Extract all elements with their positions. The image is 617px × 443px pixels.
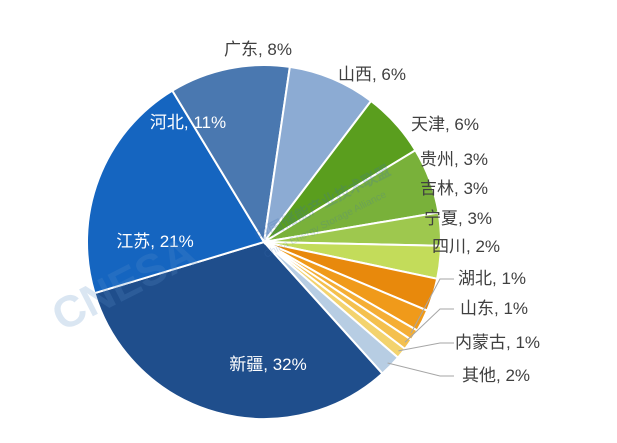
pie-slice-1	[93, 240, 384, 421]
leader-line-14	[387, 362, 454, 377]
slice-label-9: 宁夏, 3%	[424, 209, 492, 228]
slice-label-5: 山西, 6%	[338, 65, 406, 84]
pie-slice-4	[263, 65, 373, 243]
pie-slice-3	[170, 64, 291, 245]
pie-slice-14	[263, 241, 400, 375]
leader-line-13	[398, 342, 454, 352]
slice-label-4: 广东, 8%	[224, 40, 292, 59]
slice-label-7: 贵州, 3%	[420, 150, 488, 169]
slice-label-6: 天津, 6%	[411, 115, 479, 134]
slice-label-1: 新疆, 32%	[229, 355, 306, 374]
leader-line-12	[404, 308, 454, 343]
pie-slice-2	[86, 89, 266, 295]
slice-label-12: 山东, 1%	[460, 299, 528, 318]
slice-label-10: 四川, 2%	[432, 237, 500, 256]
pie-slices	[86, 64, 442, 421]
slice-label-14: 其他, 2%	[462, 366, 530, 385]
slice-label-13: 内蒙古, 1%	[455, 333, 540, 352]
slice-label-11: 湖北, 1%	[458, 269, 526, 288]
slice-label-3: 河北, 11%	[150, 113, 226, 132]
slice-label-2: 江苏, 21%	[116, 232, 193, 251]
slice-labels: 新疆, 32% 江苏, 21% 河北, 11% 广东, 8% 山西, 6% 天津, 6% 贵…	[116, 40, 540, 385]
slice-label-8: 吉林, 3%	[420, 179, 488, 198]
leader-lines	[387, 278, 454, 377]
leader-line-11	[410, 278, 454, 334]
